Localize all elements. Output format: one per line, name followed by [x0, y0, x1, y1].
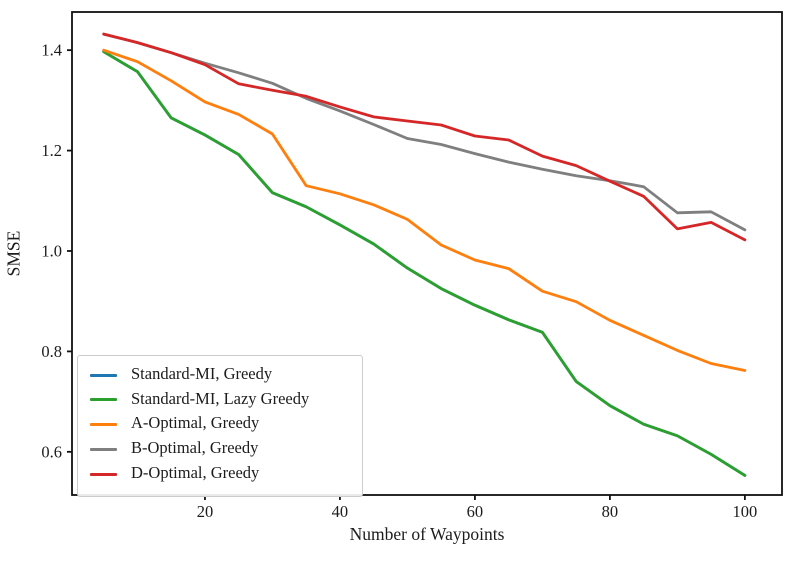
plot-frame: [71, 11, 783, 496]
legend-label: A-Optimal, Greedy: [131, 413, 260, 433]
y-tick-label: 1.0: [41, 241, 62, 260]
x-tick-label: 60: [467, 502, 484, 521]
legend-item: B-Optimal, Greedy: [90, 437, 352, 461]
series-line: [102, 48, 747, 372]
legend-item: Standard-MI, Lazy Greedy: [90, 388, 352, 412]
legend-line-swatch: [90, 423, 117, 426]
legend-item: D-Optimal, Greedy: [90, 462, 352, 486]
series-line: [102, 50, 747, 477]
legend-line-swatch: [90, 373, 117, 377]
legend-line-swatch: [90, 472, 117, 476]
series-line: [102, 32, 747, 232]
x-tick-label: 80: [602, 502, 619, 521]
legend-label: D-Optimal, Greedy: [131, 462, 260, 482]
legend: Standard-MI, Greedy Standard-MI, Lazy Gre…: [77, 355, 363, 497]
x-axis-label: Number of Waypoints: [349, 524, 505, 544]
y-tick-label: 0.6: [41, 442, 62, 461]
legend-item: A-Optimal, Greedy: [90, 413, 352, 437]
legend-label: B-Optimal, Greedy: [131, 438, 259, 457]
y-tick-label: 1.4: [41, 41, 62, 60]
legend-label: Standard-MI, Lazy Greedy: [131, 388, 310, 408]
y-tick-label: 1.2: [41, 141, 62, 160]
x-tick-label: 40: [332, 502, 349, 521]
y-tick-label: 0.8: [41, 342, 62, 361]
y-axis-label: SMSE: [3, 230, 24, 277]
legend-label: Standard-MI, Greedy: [131, 363, 273, 383]
legend-line-swatch: [90, 447, 117, 451]
series-line: [102, 32, 747, 242]
x-tick-label: 100: [733, 502, 758, 521]
legend-line-swatch: [90, 398, 117, 402]
x-tick-label: 20: [197, 502, 214, 521]
legend-item: Standard-MI, Greedy: [90, 363, 352, 387]
